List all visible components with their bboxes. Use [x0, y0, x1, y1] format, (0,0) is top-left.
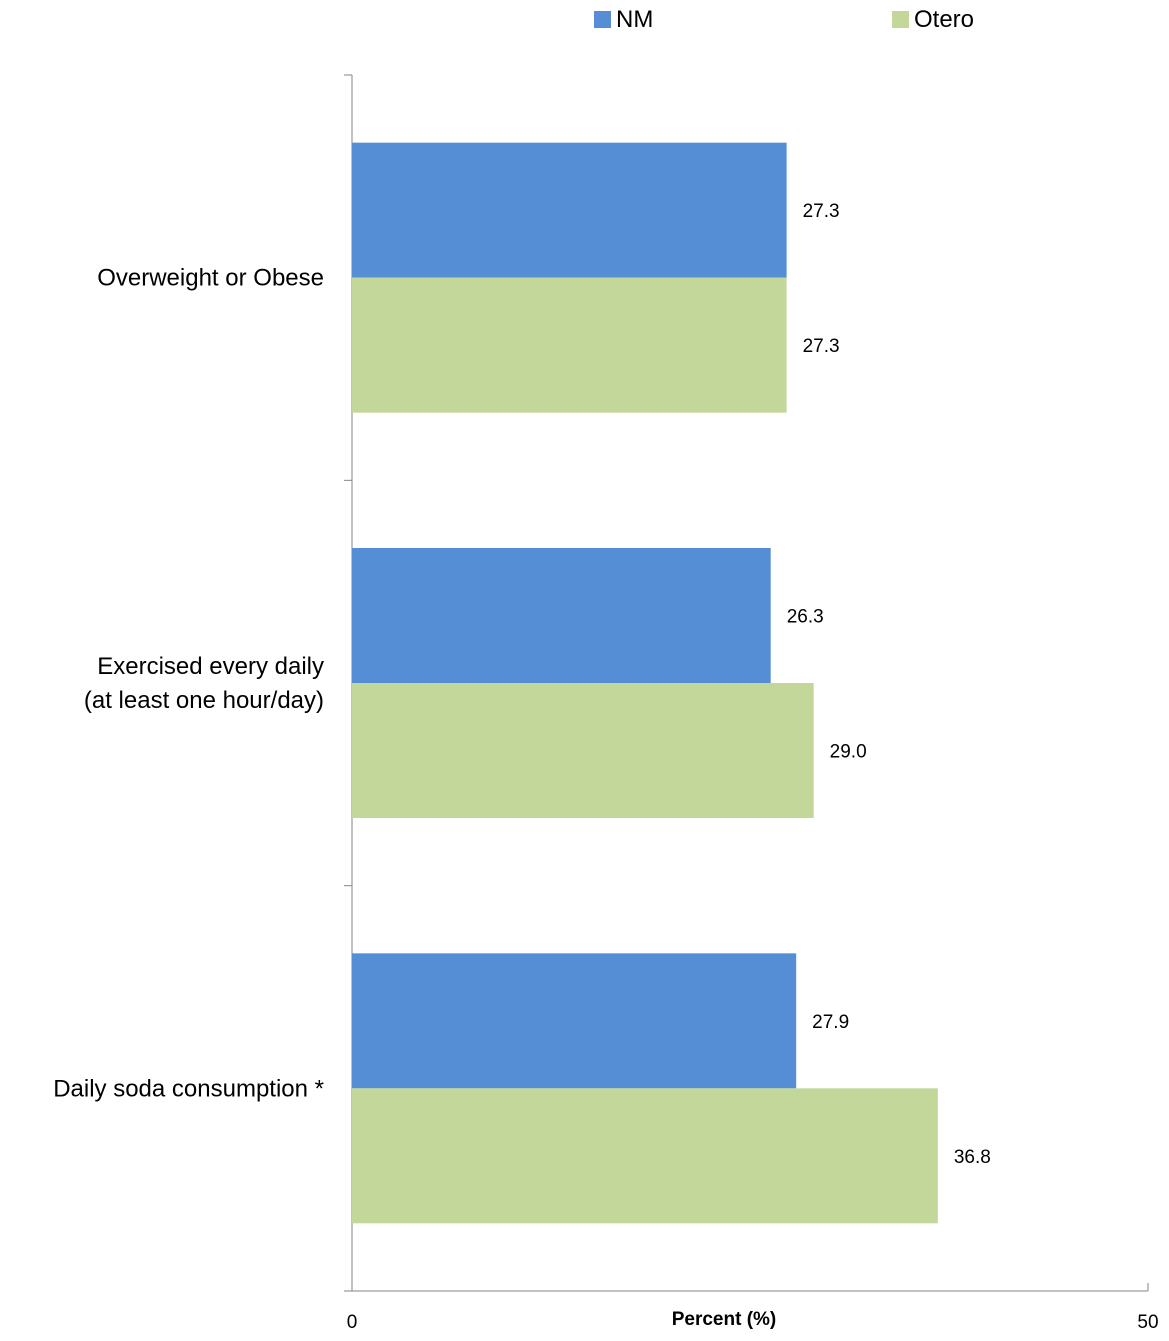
data-label-nm-1: 27.3	[803, 201, 840, 222]
category-label-1: Overweight or Obese	[97, 265, 324, 292]
bars	[352, 142, 938, 1224]
bar-nm-2	[352, 548, 771, 683]
x-tick-label-50: 50	[1137, 1312, 1158, 1333]
bar-otero-2	[352, 683, 814, 818]
x-axis-title: Percent (%)	[672, 1309, 777, 1330]
bar-otero-1	[352, 277, 787, 413]
data-label-nm-2: 26.3	[787, 607, 824, 628]
data-label-otero-1: 27.3	[803, 336, 840, 357]
data-label-otero-3: 36.8	[954, 1147, 991, 1168]
tick-labels: 0 50	[347, 1312, 1159, 1333]
category-label-2: Exercised every daily (at least one hour/…	[84, 653, 324, 714]
legend-label-nm: NM	[616, 6, 653, 33]
legend-swatch-nm	[594, 11, 611, 28]
legend-label-otero: Otero	[914, 6, 974, 33]
x-tick-label-0: 0	[347, 1312, 358, 1333]
data-label-nm-3: 27.9	[812, 1012, 849, 1033]
legend-swatch-otero	[892, 11, 909, 28]
data-labels: 27.3 26.3 27.9 27.3 29.0 36.8	[787, 201, 991, 1168]
bar-nm-3	[352, 953, 797, 1089]
bar-nm-1	[352, 142, 787, 278]
data-label-otero-2: 29.0	[830, 742, 867, 763]
category-labels: Overweight or Obese Exercised every daily…	[53, 265, 324, 1103]
bar-otero-3	[352, 1088, 938, 1224]
category-label-3: Daily soda consumption *	[53, 1075, 324, 1102]
legend: NM Otero	[594, 6, 974, 33]
